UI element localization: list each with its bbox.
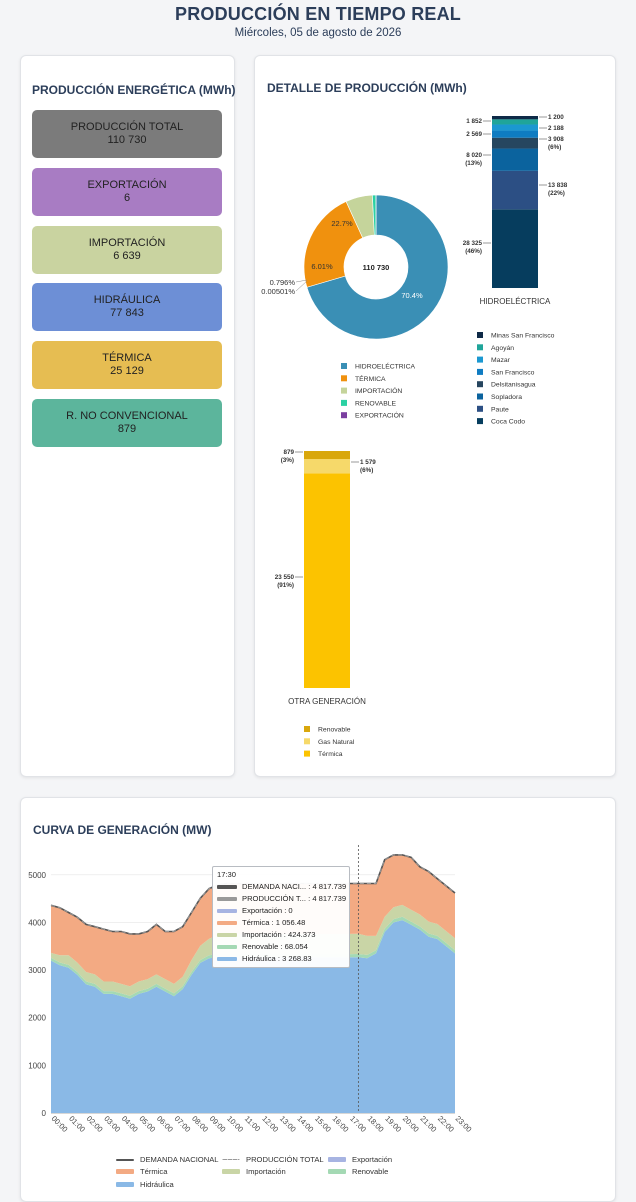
tooltip-swatch [217, 957, 237, 961]
x-tick-label: 05:00 [137, 1114, 157, 1134]
tooltip-swatch [217, 945, 237, 949]
tooltip-row: Importación : 424.373 [217, 930, 315, 939]
legend-label: Térmica [140, 1167, 167, 1176]
tooltip-text: Renovable : 68.054 [242, 942, 308, 951]
tooltip-row: Renovable : 68.054 [217, 942, 308, 951]
legend-label: DEMANDA NACIONAL [140, 1155, 219, 1164]
tooltip-swatch [217, 921, 237, 925]
tooltip-text: Exportación : 0 [242, 906, 293, 915]
tooltip-text: Hidráulica : 3 268.83 [242, 954, 312, 963]
legend-item[interactable]: Exportación [328, 1155, 392, 1164]
legend-swatch [116, 1169, 134, 1174]
x-tick-label: 16:00 [331, 1114, 351, 1134]
x-tick-label: 12:00 [260, 1114, 280, 1134]
x-tick-label: 22:00 [436, 1114, 456, 1134]
legend-label: Renovable [352, 1167, 388, 1176]
legend-item[interactable]: Importación [222, 1167, 286, 1176]
legend-item[interactable]: PRODUCCIÓN TOTAL [222, 1155, 324, 1164]
legend-swatch [222, 1169, 240, 1174]
x-tick-label: 13:00 [278, 1114, 298, 1134]
x-tick-label: 10:00 [225, 1114, 245, 1134]
legend-label: Exportación [352, 1155, 392, 1164]
legend-label: PRODUCCIÓN TOTAL [246, 1155, 324, 1164]
x-tick-label: 21:00 [418, 1114, 438, 1134]
x-tick-label: 09:00 [208, 1114, 228, 1134]
curve-tooltip: 17:30 DEMANDA NACI... : 4 817.739 PRODUC… [212, 866, 350, 968]
tooltip-text: PRODUCCIÓN T... : 4 817.739 [242, 894, 346, 903]
tooltip-row: Hidráulica : 3 268.83 [217, 954, 312, 963]
y-tick-label: 0 [42, 1109, 47, 1118]
legend-swatch [116, 1182, 134, 1187]
x-tick-label: 19:00 [383, 1114, 403, 1134]
x-tick-label: 00:00 [50, 1114, 70, 1134]
tooltip-row: Térmica : 1 056.48 [217, 918, 305, 927]
y-tick-label: 4000 [28, 918, 46, 927]
x-tick-label: 15:00 [313, 1114, 333, 1134]
tooltip-text: DEMANDA NACI... : 4 817.739 [242, 882, 346, 891]
tooltip-swatch [217, 885, 237, 889]
x-tick-label: 17:00 [348, 1114, 368, 1134]
legend-swatch [328, 1157, 346, 1162]
legend-swatch [222, 1159, 240, 1160]
x-tick-label: 20:00 [401, 1114, 421, 1134]
tooltip-text: Térmica : 1 056.48 [242, 918, 305, 927]
tooltip-swatch [217, 933, 237, 937]
x-tick-label: 06:00 [155, 1114, 175, 1134]
tooltip-row: DEMANDA NACI... : 4 817.739 [217, 882, 346, 891]
x-tick-label: 02:00 [85, 1114, 105, 1134]
y-tick-label: 5000 [28, 871, 46, 880]
tooltip-swatch [217, 897, 237, 901]
x-tick-label: 01:00 [67, 1114, 87, 1134]
y-tick-label: 1000 [28, 1061, 46, 1070]
legend-item[interactable]: Hidráulica [116, 1180, 174, 1189]
tooltip-row: Exportación : 0 [217, 906, 293, 915]
legend-label: Hidráulica [140, 1180, 174, 1189]
y-tick-label: 2000 [28, 1014, 46, 1023]
x-tick-label: 04:00 [120, 1114, 140, 1134]
x-tick-label: 03:00 [102, 1114, 122, 1134]
x-tick-label: 18:00 [366, 1114, 386, 1134]
legend-item[interactable]: Térmica [116, 1167, 167, 1176]
x-tick-label: 14:00 [295, 1114, 315, 1134]
tooltip-swatch [217, 909, 237, 913]
legend-item[interactable]: DEMANDA NACIONAL [116, 1155, 219, 1164]
tooltip-time: 17:30 [217, 870, 236, 879]
legend-item[interactable]: Renovable [328, 1167, 388, 1176]
x-tick-label: 11:00 [243, 1114, 262, 1133]
legend-swatch [116, 1159, 134, 1161]
legend-swatch [328, 1169, 346, 1174]
legend-label: Importación [246, 1167, 286, 1176]
x-tick-label: 08:00 [190, 1114, 210, 1134]
tooltip-text: Importación : 424.373 [242, 930, 315, 939]
y-tick-label: 3000 [28, 966, 46, 975]
tooltip-row: PRODUCCIÓN T... : 4 817.739 [217, 894, 346, 903]
x-tick-label: 07:00 [173, 1114, 193, 1134]
x-tick-label: 23:00 [454, 1114, 474, 1134]
